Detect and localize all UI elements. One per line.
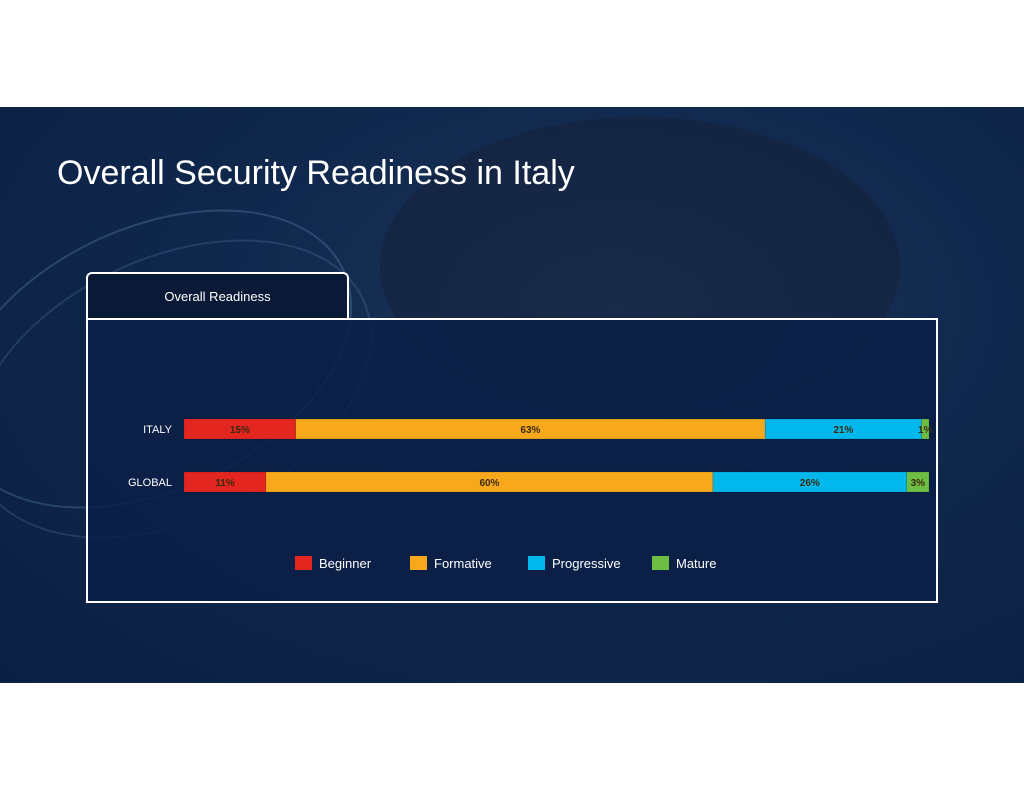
data-label: 60% <box>479 478 499 489</box>
bar-segment-mature <box>921 418 930 440</box>
data-label: 63% <box>520 425 540 436</box>
bar-segment-mature <box>906 471 930 493</box>
legend-swatch-progressive <box>528 556 545 570</box>
legend-label: Mature <box>676 556 716 571</box>
legend-swatch-mature <box>652 556 669 570</box>
category-label: ITALY <box>143 424 173 436</box>
data-label: 1% <box>918 425 933 436</box>
chart-tab-label: Overall Readiness <box>164 288 271 304</box>
data-label: 15% <box>230 425 250 436</box>
slide-title: Overall Security Readiness in Italy <box>57 154 575 192</box>
data-label: 21% <box>833 425 853 436</box>
legend-swatch-formative <box>410 556 427 570</box>
legend-label: Progressive <box>552 556 621 571</box>
slide: Overall Security Readiness in Italy Over… <box>0 107 1024 683</box>
stacked-bar-chart: ITALY 15% 63% 21% 1% GLOBAL 11% 60% 26% 3% Beginne… <box>128 418 933 571</box>
chart-tab: Overall Readiness <box>86 272 349 318</box>
category-label: GLOBAL <box>128 477 172 489</box>
legend-label: Formative <box>434 556 492 571</box>
legend-label: Beginner <box>319 556 372 571</box>
data-label: 11% <box>215 478 235 489</box>
data-label: 3% <box>911 478 926 489</box>
legend-swatch-beginner <box>295 556 312 570</box>
chart-frame: ITALY 15% 63% 21% 1% GLOBAL 11% 60% 26% 3% Beginne… <box>86 318 938 603</box>
data-label: 26% <box>800 478 820 489</box>
